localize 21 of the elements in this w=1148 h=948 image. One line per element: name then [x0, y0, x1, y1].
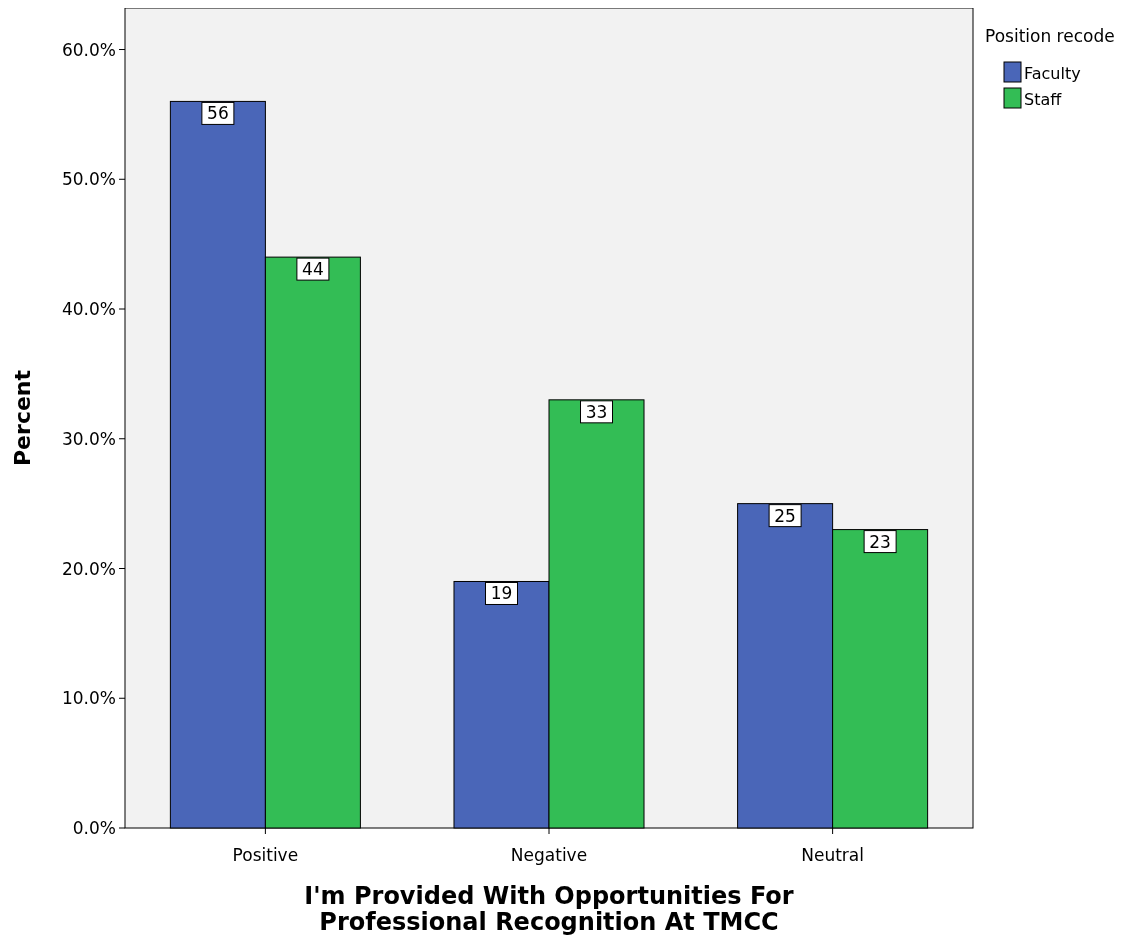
- data-label: 56: [207, 103, 229, 124]
- x-axis-title: I'm Provided With Opportunities For Professional Recognition At TMCC: [304, 882, 794, 936]
- y-tick-label: 0.0%: [72, 818, 116, 838]
- y-tick-label: 50.0%: [61, 169, 116, 190]
- data-label: 19: [490, 583, 513, 604]
- x-tick-label: Negative: [510, 845, 588, 865]
- data-label: 44: [302, 259, 324, 280]
- data-label: 23: [869, 531, 891, 552]
- y-axis-title: Percent: [10, 369, 35, 467]
- y-tick-label: 60.0%: [61, 39, 116, 60]
- y-tick-label: 20.0%: [61, 558, 116, 579]
- data-label: 33: [585, 401, 608, 422]
- y-tick-label: 40.0%: [61, 299, 116, 320]
- data-label: 25: [774, 505, 796, 526]
- legend-title: Position recode: [985, 26, 1115, 46]
- y-tick-label: 10.0%: [61, 688, 116, 709]
- legend-label: Staff: [1024, 90, 1063, 109]
- x-tick-label: Neutral: [801, 845, 864, 865]
- x-tick-label: Positive: [232, 845, 299, 865]
- y-tick-label: 30.0%: [61, 428, 116, 449]
- legend-label: Faculty: [1024, 64, 1081, 83]
